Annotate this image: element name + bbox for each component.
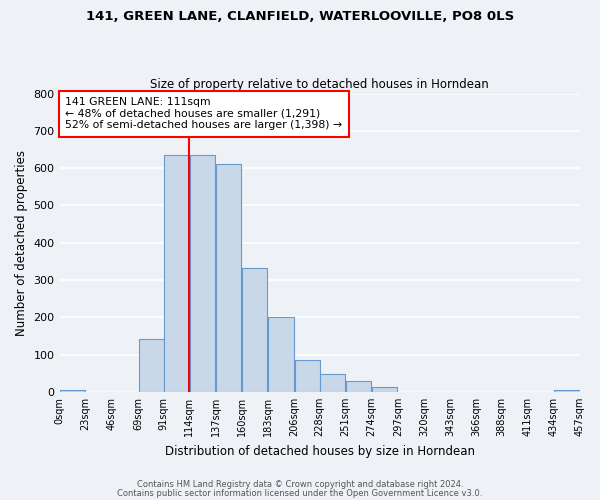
- Text: 141, GREEN LANE, CLANFIELD, WATERLOOVILLE, PO8 0LS: 141, GREEN LANE, CLANFIELD, WATERLOOVILL…: [86, 10, 514, 23]
- Text: Contains HM Land Registry data © Crown copyright and database right 2024.: Contains HM Land Registry data © Crown c…: [137, 480, 463, 489]
- Bar: [268, 318, 293, 392]
- Bar: [320, 374, 345, 392]
- Bar: [216, 164, 241, 392]
- Bar: [372, 388, 397, 392]
- Title: Size of property relative to detached houses in Horndean: Size of property relative to detached ho…: [151, 78, 489, 91]
- Bar: [554, 390, 580, 392]
- Bar: [242, 268, 268, 392]
- Y-axis label: Number of detached properties: Number of detached properties: [15, 150, 28, 336]
- Bar: [60, 390, 85, 392]
- X-axis label: Distribution of detached houses by size in Horndean: Distribution of detached houses by size …: [165, 444, 475, 458]
- Bar: [346, 382, 371, 392]
- Text: 141 GREEN LANE: 111sqm
← 48% of detached houses are smaller (1,291)
52% of semi-: 141 GREEN LANE: 111sqm ← 48% of detached…: [65, 98, 343, 130]
- Bar: [139, 338, 164, 392]
- Bar: [190, 155, 215, 392]
- Text: Contains public sector information licensed under the Open Government Licence v3: Contains public sector information licen…: [118, 490, 482, 498]
- Bar: [295, 360, 320, 392]
- Bar: [164, 155, 189, 392]
